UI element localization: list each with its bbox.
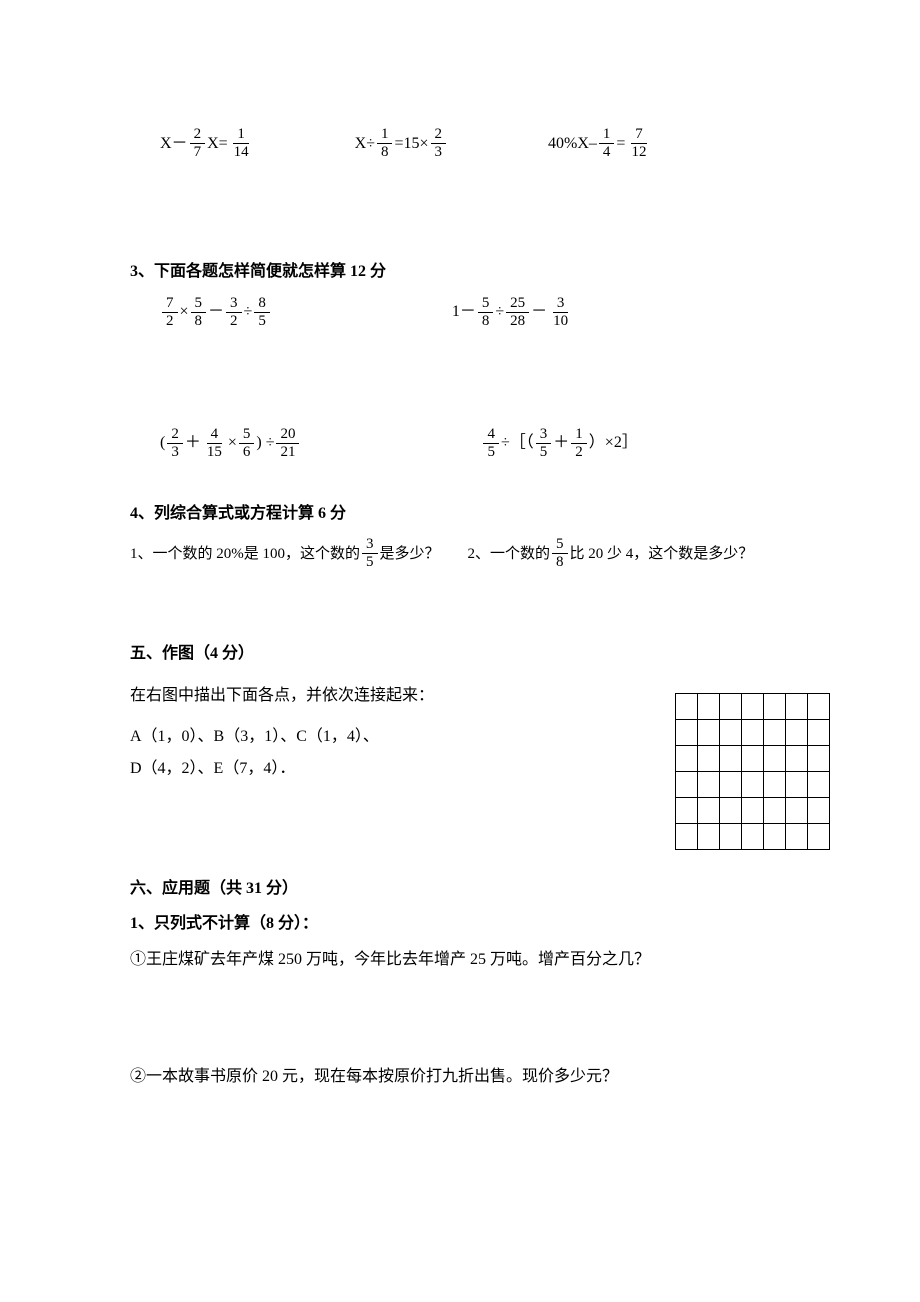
word-problem-2: 2、一个数的 58 比 20 少 4，这个数是多少？	[468, 536, 754, 571]
text: 2、一个数的	[468, 542, 551, 566]
text: ) ÷	[256, 430, 274, 456]
word-problem-1: 1、一个数的 20%是 100，这个数的 35 是多少？	[130, 536, 440, 571]
fraction: 415	[203, 426, 226, 461]
text: =	[616, 131, 625, 157]
question-1: ①王庄煤矿去年产煤 250 万吨，今年比去年增产 25 万吨。增产百分之几？	[130, 947, 790, 973]
text: ×	[228, 430, 237, 456]
section-4-title: 4、列综合算式或方程计算 6 分	[130, 501, 790, 527]
plot-grid	[675, 693, 830, 850]
text: X=	[207, 131, 228, 157]
equation-3a: ( 23 ＋ 415 × 56 ) ÷ 2021	[160, 426, 301, 461]
text: 比 20 少 4，这个数是多少？	[570, 542, 754, 566]
equation-1a: X－ 27 X= 114	[160, 126, 255, 161]
fraction: 23	[167, 426, 183, 461]
grid-table	[675, 693, 830, 850]
section-3-title: 3、下面各题怎样简便就怎样算 12 分	[130, 259, 790, 285]
equation-row-3: ( 23 ＋ 415 × 56 ) ÷ 2021 45 ÷［（ 35 ＋ 12 …	[160, 426, 760, 461]
section-6-title: 六、应用题（共 31 分）	[130, 876, 790, 902]
fraction: 27	[190, 126, 206, 161]
text: －	[531, 299, 547, 325]
fraction: 310	[549, 295, 572, 330]
text: －	[208, 299, 224, 325]
fraction: 712	[627, 126, 650, 161]
fraction: 72	[162, 295, 178, 330]
text: ×	[180, 299, 189, 325]
equation-row-1: X－ 27 X= 114 X÷ 18 =15× 23 40%X– 14 = 71…	[160, 126, 760, 161]
equation-2b: 1－ 58 ÷ 2528 － 310	[452, 295, 574, 330]
text: 1－	[452, 299, 476, 325]
equation-1c: 40%X– 14 = 712	[548, 126, 652, 161]
equation-row-2: 72 × 58 － 32 ÷ 85 1－ 58 ÷ 2528 － 310	[160, 295, 760, 330]
fraction: 85	[254, 295, 270, 330]
text: ＋	[185, 430, 201, 456]
fraction: 56	[239, 426, 255, 461]
text: 1、一个数的 20%是 100，这个数的	[130, 542, 360, 566]
text: ＋	[553, 430, 569, 456]
word-problems-row: 1、一个数的 20%是 100，这个数的 35 是多少？ 2、一个数的 58 比…	[130, 536, 790, 571]
fraction: 14	[599, 126, 615, 161]
text: ）×2］	[589, 430, 638, 456]
fraction: 35	[536, 426, 552, 461]
text: 40%X–	[548, 131, 597, 157]
section-5-title: 五、作图（4 分）	[130, 641, 790, 667]
equation-3b: 45 ÷［（ 35 ＋ 12 ）×2］	[481, 426, 637, 461]
fraction: 45	[483, 426, 499, 461]
fraction: 114	[230, 126, 253, 161]
text: =15×	[394, 131, 428, 157]
fraction: 18	[377, 126, 393, 161]
section-6-1-title: 1、只列式不计算（8 分）：	[130, 911, 790, 937]
text: X－	[160, 131, 188, 157]
section-5: 五、作图（4 分） 在右图中描出下面各点，并依次连接起来： A（1，0）、B（3…	[130, 641, 790, 781]
text: 是多少？	[380, 542, 440, 566]
text: ÷	[244, 299, 253, 325]
fraction: 2021	[276, 426, 299, 461]
fraction: 2528	[506, 295, 529, 330]
fraction: 23	[431, 126, 447, 161]
text: ÷［（	[501, 430, 534, 456]
equation-1b: X÷ 18 =15× 23	[355, 126, 448, 161]
fraction: 58	[478, 295, 494, 330]
question-2: ②一本故事书原价 20 元，现在每本按原价打九折出售。现价多少元？	[130, 1064, 790, 1090]
fraction: 35	[362, 536, 378, 571]
fraction: 58	[191, 295, 207, 330]
equation-2a: 72 × 58 － 32 ÷ 85	[160, 295, 272, 330]
text: (	[160, 430, 165, 456]
text: ÷	[495, 299, 504, 325]
text: X÷	[355, 131, 375, 157]
fraction: 32	[226, 295, 242, 330]
fraction: 12	[571, 426, 587, 461]
fraction: 58	[552, 536, 568, 571]
